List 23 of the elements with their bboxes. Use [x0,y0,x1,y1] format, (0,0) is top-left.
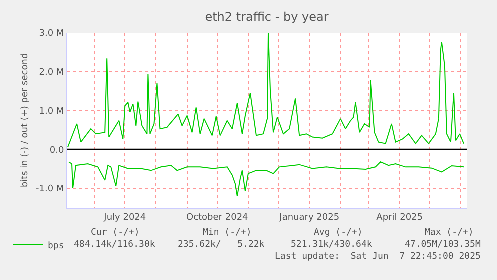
y-tick-label: -1.0 M [36,184,64,195]
y-tick-label: 1.0 M [39,106,64,117]
y-tick-label: 0.0 [50,146,64,156]
legend-label: bps [48,242,64,252]
y-tick-label: 2.0 M [39,68,64,78]
text: Last update: Sat Jun 7 22:45:00 2025 [275,252,481,262]
y-tick-label: 3.0 M [39,29,64,40]
text: Max (-/+) [425,228,474,238]
text: 484.14k/116.30k [74,240,156,250]
text: 47.05M/103.35M [405,240,482,250]
text: Cur (-/+) [91,228,140,238]
line-series [68,162,464,197]
text: 235.62k/ 5.22k [178,240,266,250]
text: Min (-/+) [203,228,252,238]
chart-title: eth2 traffic - by year [205,10,329,24]
x-tick-label: October 2024 [186,212,249,223]
y-axis-title: bits in (-) / out (+) per second [20,53,30,188]
line-series [68,33,464,148]
x-tick-label: July 2024 [103,212,146,223]
text: 521.31k/430.64k [291,240,373,250]
x-tick-label: April 2025 [376,212,423,223]
x-tick-label: January 2025 [278,212,340,223]
text: Avg (-/+) [314,228,363,238]
